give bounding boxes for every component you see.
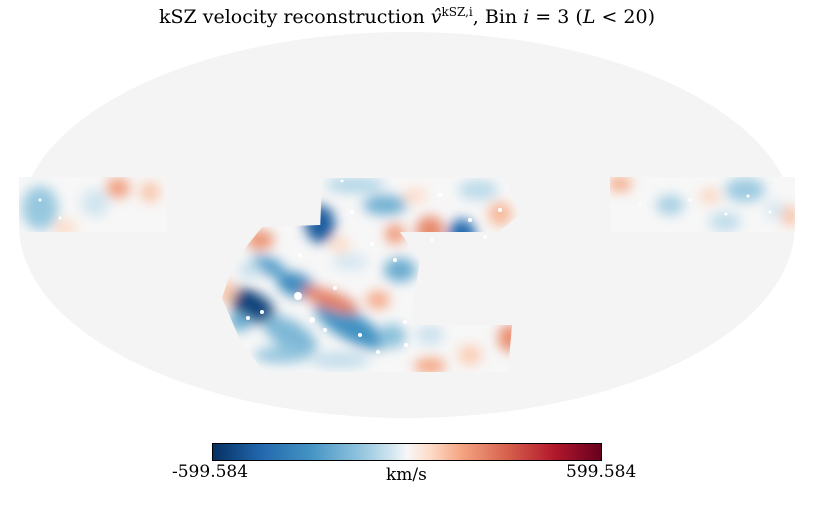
- title-symbol: v̂: [430, 6, 442, 28]
- masked-point: [498, 208, 502, 212]
- negative-velocity-blob: [81, 189, 109, 217]
- positive-velocity-blob: [301, 286, 359, 314]
- masked-point: [688, 198, 692, 202]
- masked-point: [638, 203, 642, 207]
- negative-velocity-blob: [416, 325, 444, 345]
- negative-velocity-blob: [384, 258, 416, 282]
- negative-velocity-blob: [22, 186, 58, 230]
- positive-velocity-blob: [403, 188, 427, 204]
- negative-velocity-blob: [314, 302, 386, 350]
- positive-velocity-blob: [385, 224, 405, 244]
- negative-velocity-blob: [310, 352, 370, 368]
- masked-point: [298, 253, 302, 257]
- masked-point: [323, 328, 327, 332]
- negative-velocity-blob: [765, 200, 785, 220]
- positive-velocity-blob: [53, 220, 77, 236]
- positive-velocity-blob: [366, 291, 390, 309]
- negative-velocity-blob: [725, 178, 765, 202]
- negative-velocity-blob: [378, 324, 406, 348]
- title-cut-variable: L: [582, 6, 596, 28]
- colorbar-min-label: -599.584: [172, 462, 249, 482]
- negative-velocity-blob: [254, 347, 310, 363]
- masked-points: [38, 179, 772, 354]
- masked-point: [468, 218, 472, 222]
- colorbar-max-label: 599.584: [566, 462, 637, 482]
- positive-velocity-blob: [782, 206, 795, 226]
- masked-point: [350, 210, 354, 214]
- colorbar-unit-label: km/s: [386, 465, 427, 485]
- map-title: kSZ velocity reconstruction v̂kSZ,i, Bin…: [0, 4, 814, 30]
- title-text: kSZ velocity reconstruction: [158, 6, 431, 28]
- masked-point: [404, 343, 408, 347]
- positive-velocity-blob: [700, 188, 720, 204]
- masked-point: [38, 198, 42, 202]
- title-bin-value: = 3 (: [529, 6, 583, 28]
- negative-velocity-blob: [238, 262, 262, 278]
- masked-point: [370, 242, 374, 246]
- negative-velocity-blob: [363, 195, 407, 215]
- masked-point: [430, 238, 434, 242]
- masked-point: [246, 316, 250, 320]
- title-bin-text: , Bin: [472, 6, 524, 28]
- negative-velocity-blob: [709, 212, 741, 232]
- masked-point: [340, 179, 344, 183]
- masked-point: [746, 194, 750, 198]
- positive-velocity-blob: [458, 345, 482, 365]
- positive-velocity-blob: [106, 178, 130, 198]
- negative-velocity-blob: [263, 315, 317, 355]
- masked-point: [358, 333, 362, 337]
- negative-velocity-blob: [325, 177, 385, 193]
- masked-point: [376, 350, 380, 354]
- negative-velocity-blob: [656, 195, 684, 215]
- positive-velocity-blob: [488, 202, 512, 226]
- positive-velocity-blob: [140, 182, 160, 202]
- masked-point: [768, 210, 772, 214]
- positive-velocity-blob: [414, 358, 446, 372]
- masked-point: [294, 292, 302, 300]
- negative-velocity-blob: [458, 180, 498, 200]
- masked-point: [483, 235, 487, 239]
- title-bin-variable: i: [523, 6, 530, 28]
- colorbar: [212, 443, 602, 461]
- masked-point: [58, 216, 62, 220]
- positive-velocity-blob: [608, 177, 632, 192]
- masked-point: [260, 310, 264, 314]
- positive-velocity-blob: [330, 237, 350, 253]
- negative-velocity-blob: [332, 254, 368, 270]
- title-superscript: kSZ,i: [441, 5, 473, 19]
- masked-point: [438, 193, 442, 197]
- masked-point: [403, 320, 407, 324]
- masked-point: [724, 212, 728, 216]
- title-cut-text: < 20): [595, 6, 656, 28]
- masked-point: [333, 286, 337, 290]
- masked-point: [393, 258, 397, 262]
- masked-point: [309, 317, 315, 323]
